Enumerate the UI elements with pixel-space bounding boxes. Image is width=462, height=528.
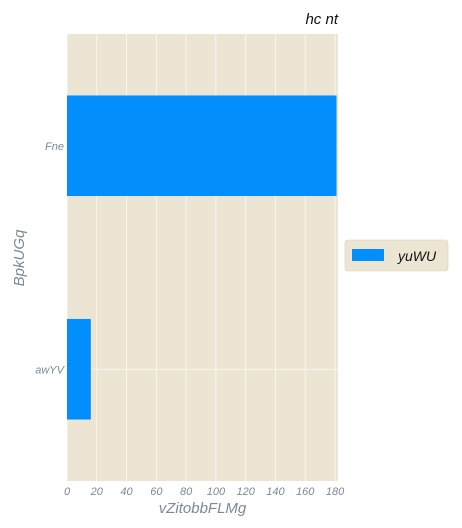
bars (67, 95, 337, 420)
y-axis-ticks: Fne awYV (35, 141, 65, 377)
legend: yuWU (344, 239, 449, 272)
x-tick-label: 160 (296, 486, 315, 498)
legend-swatch (352, 249, 384, 261)
x-tick-label: 20 (90, 486, 104, 498)
bar (67, 318, 91, 420)
x-axis-label: vZitobbFLMg (159, 500, 247, 517)
x-tick-label: 120 (237, 486, 256, 498)
y-tick-label: awYV (35, 364, 65, 376)
x-tick-label: 140 (266, 486, 285, 498)
x-axis-ticks: 0 20 40 60 80 100 120 140 160 180 (64, 486, 345, 498)
x-tick-label: 60 (150, 486, 163, 498)
x-tick-label: 80 (180, 486, 193, 498)
y-tick-label: Fne (45, 141, 64, 153)
bar (67, 95, 337, 197)
x-tick-label: 0 (64, 486, 71, 498)
x-tick-label: 100 (207, 486, 226, 498)
chart-title: hc nt (305, 11, 338, 28)
legend-label: yuWU (397, 248, 437, 264)
y-axis-label: BpkUGq (11, 229, 28, 286)
legend-box (344, 239, 449, 272)
x-tick-label: 180 (326, 486, 345, 498)
x-tick-label: 40 (120, 486, 133, 498)
